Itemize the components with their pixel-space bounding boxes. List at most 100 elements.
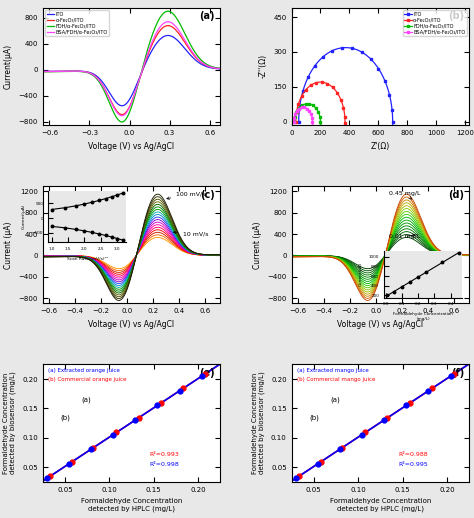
FDH/α-Fe₂O₃/ITO — [316, 109, 321, 115]
ITO — [165, 32, 171, 38]
FDH/α-Fe₂O₃/ITO — [320, 133, 326, 139]
BSA/FDH/α-Fe₂O₃/ITO — [143, 55, 149, 61]
BSA/FDH/α-Fe₂O₃/ITO — [318, 139, 323, 145]
Legend: ITO, α-Fe₂O₃/ITO, FDH/α-Fe₂O₃/ITO, BSA/FDH/α-Fe₂O₃/ITO: ITO, α-Fe₂O₃/ITO, FDH/α-Fe₂O₃/ITO, BSA/F… — [402, 10, 467, 36]
BSA/FDH/α-Fe₂O₃/ITO — [148, 42, 154, 48]
Text: (c): (c) — [201, 190, 215, 199]
Text: (b): (b) — [309, 414, 319, 421]
α-Fe₂O₃/ITO — [175, 30, 181, 36]
ITO — [153, 41, 159, 47]
FDH/α-Fe₂O₃/ITO — [119, 119, 125, 125]
ITO — [119, 103, 125, 109]
Line: BSA/FDH/α-Fe₂O₃/ITO: BSA/FDH/α-Fe₂O₃/ITO — [292, 106, 334, 147]
α-Fe₂O₃/ITO — [143, 56, 149, 63]
BSA/FDH/α-Fe₂O₃/ITO — [322, 141, 328, 148]
BSA/FDH/α-Fe₂O₃/ITO — [175, 26, 181, 32]
α-Fe₂O₃/ITO — [318, 79, 323, 85]
Legend: ITO, α-Fe₂O₃/ITO, FDH/α-Fe₂O₃/ITO, BSA/FDH/α-Fe₂O₃/ITO: ITO, α-Fe₂O₃/ITO, FDH/α-Fe₂O₃/ITO, BSA/F… — [45, 10, 109, 36]
BSA/FDH/α-Fe₂O₃/ITO — [291, 119, 297, 125]
Text: (b): (b) — [61, 414, 70, 421]
Text: (a): (a) — [331, 397, 340, 404]
Y-axis label: Formaldehyde Concentration
detected by biosensor (mg/L): Formaldehyde Concentration detected by b… — [252, 372, 265, 474]
ITO — [40, 68, 46, 75]
FDH/α-Fe₂O₃/ITO — [51, 68, 56, 75]
α-Fe₂O₃/ITO — [51, 68, 56, 75]
ITO — [148, 50, 154, 56]
Text: (a) Extracted orange juice: (a) Extracted orange juice — [48, 368, 120, 373]
BSA/FDH/α-Fe₂O₃/ITO — [300, 104, 306, 110]
α-Fe₂O₃/ITO — [165, 22, 171, 28]
Text: (a): (a) — [200, 11, 215, 21]
FDH/α-Fe₂O₃/ITO — [193, 51, 199, 57]
FDH/α-Fe₂O₃/ITO — [319, 129, 325, 135]
Text: (e): (e) — [200, 368, 215, 378]
α-Fe₂O₃/ITO — [119, 111, 125, 118]
FDH/α-Fe₂O₃/ITO — [175, 17, 181, 23]
ITO — [342, 45, 347, 51]
Y-axis label: Current (μA): Current (μA) — [253, 221, 262, 268]
α-Fe₂O₃/ITO — [348, 138, 354, 144]
Line: BSA/FDH/α-Fe₂O₃/ITO: BSA/FDH/α-Fe₂O₃/ITO — [43, 22, 220, 116]
ITO — [175, 38, 181, 44]
Text: (f): (f) — [451, 368, 464, 378]
α-Fe₂O₃/ITO — [294, 109, 300, 116]
α-Fe₂O₃/ITO — [304, 85, 310, 92]
ITO — [430, 147, 436, 153]
BSA/FDH/α-Fe₂O₃/ITO — [316, 137, 322, 143]
Text: R²=0.995: R²=0.995 — [398, 463, 428, 467]
Line: ITO: ITO — [297, 46, 434, 157]
Text: R²=0.993: R²=0.993 — [149, 452, 179, 457]
BSA/FDH/α-Fe₂O₃/ITO — [327, 142, 332, 148]
X-axis label: Z'(Ω): Z'(Ω) — [371, 141, 390, 151]
BSA/FDH/α-Fe₂O₃/ITO — [330, 142, 336, 148]
ITO — [193, 57, 199, 64]
FDH/α-Fe₂O₃/ITO — [318, 123, 324, 130]
Y-axis label: -Z''(Ω): -Z''(Ω) — [259, 54, 268, 79]
ITO — [425, 150, 431, 156]
ITO — [143, 59, 149, 65]
FDH/α-Fe₂O₃/ITO — [344, 145, 350, 151]
FDH/α-Fe₂O₃/ITO — [143, 51, 149, 57]
Line: ITO: ITO — [43, 35, 220, 106]
Y-axis label: Current (μA): Current (μA) — [4, 221, 13, 268]
α-Fe₂O₃/ITO — [347, 137, 353, 143]
Line: FDH/α-Fe₂O₃/ITO: FDH/α-Fe₂O₃/ITO — [43, 11, 220, 122]
X-axis label: Formaldehyde Concentration
detected by HPLC (mg/L): Formaldehyde Concentration detected by H… — [330, 498, 431, 512]
BSA/FDH/α-Fe₂O₃/ITO — [165, 19, 171, 25]
X-axis label: Voltage (V) vs Ag/AgCl: Voltage (V) vs Ag/AgCl — [337, 320, 423, 329]
ITO — [386, 88, 392, 94]
α-Fe₂O₃/ITO — [345, 132, 350, 138]
Line: α-Fe₂O₃/ITO: α-Fe₂O₃/ITO — [294, 81, 373, 149]
α-Fe₂O₃/ITO — [193, 55, 199, 61]
FDH/α-Fe₂O₃/ITO — [40, 69, 46, 75]
Text: R²=0.998: R²=0.998 — [149, 463, 179, 467]
BSA/FDH/α-Fe₂O₃/ITO — [40, 68, 46, 75]
BSA/FDH/α-Fe₂O₃/ITO — [119, 112, 125, 119]
ITO — [352, 46, 357, 52]
BSA/FDH/α-Fe₂O₃/ITO — [193, 54, 199, 60]
FDH/α-Fe₂O₃/ITO — [305, 100, 310, 107]
Text: (b) Commercial orange juice: (b) Commercial orange juice — [48, 377, 127, 382]
ITO — [388, 99, 394, 105]
α-Fe₂O₃/ITO — [360, 145, 366, 151]
Line: α-Fe₂O₃/ITO: α-Fe₂O₃/ITO — [43, 25, 220, 114]
ITO — [218, 66, 223, 72]
α-Fe₂O₃/ITO — [148, 45, 154, 51]
FDH/α-Fe₂O₃/ITO — [335, 146, 341, 152]
BSA/FDH/α-Fe₂O₃/ITO — [218, 65, 223, 71]
ITO — [296, 119, 301, 125]
Text: 10 mV/s: 10 mV/s — [173, 231, 208, 236]
Text: R²=0.988: R²=0.988 — [398, 452, 428, 457]
FDH/α-Fe₂O₃/ITO — [165, 8, 171, 15]
Text: (a) Extracted mango juice: (a) Extracted mango juice — [297, 368, 369, 373]
X-axis label: Formaldehyde Concentration
detected by HPLC (mg/L): Formaldehyde Concentration detected by H… — [81, 498, 182, 512]
α-Fe₂O₃/ITO — [218, 65, 223, 71]
FDH/α-Fe₂O₃/ITO — [153, 22, 159, 28]
X-axis label: Voltage (V) vs Ag/AgCl: Voltage (V) vs Ag/AgCl — [89, 141, 174, 151]
ITO — [398, 143, 403, 150]
Text: (b) Commercial mango juice: (b) Commercial mango juice — [297, 377, 375, 382]
Text: 0.45 mg/L: 0.45 mg/L — [389, 191, 420, 199]
Text: (d): (d) — [448, 190, 464, 199]
FDH/α-Fe₂O₃/ITO — [337, 146, 343, 152]
ITO — [429, 147, 435, 153]
